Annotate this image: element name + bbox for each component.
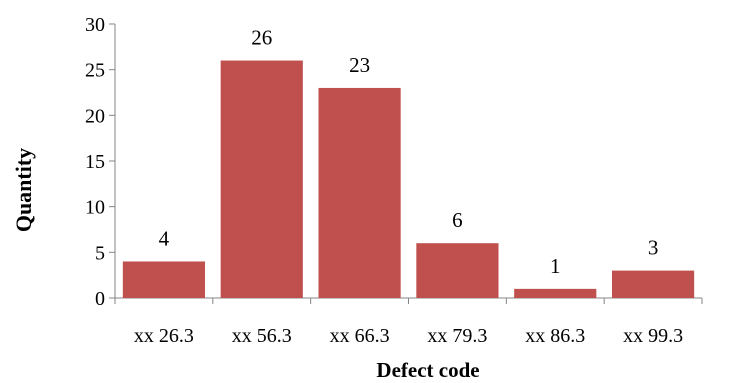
category-label: xx 66.3 [330,325,390,347]
bar [220,60,303,299]
x-axis-title: Defect code [376,358,479,382]
bar [122,261,206,298]
bar [514,288,597,298]
category-label: xx 56.3 [232,325,292,347]
data-label: 1 [550,254,561,278]
bars [122,60,695,299]
category-label: xx 86.3 [525,325,585,347]
category-label: xx 79.3 [427,325,487,347]
data-label: 6 [452,208,463,232]
y-tick-label: 25 [85,60,105,82]
y-tick-label: 5 [95,242,105,264]
y-tick-label: 30 [85,14,105,36]
category-labels: xx 26.3 xx 56.3 xx 66.3 xx 79.3 xx 86.3 xx 99… [134,325,683,347]
bar [318,87,401,298]
y-axis: 0 5 10 15 20 25 30 [85,14,116,310]
data-label: 3 [648,236,659,260]
bar [416,243,499,298]
category-label: xx 26.3 [134,325,194,347]
data-labels: 4 26 23 6 1 3 [159,26,659,278]
y-axis-title: Quantity [11,148,36,232]
y-tick-label: 20 [85,105,105,127]
y-tick-label: 15 [85,151,105,173]
x-axis [114,297,703,304]
data-label: 23 [349,53,370,77]
data-label: 4 [159,226,170,250]
y-tick-label: 10 [85,197,105,219]
bar [611,270,695,298]
data-label: 26 [251,26,272,50]
category-label: xx 99.3 [623,325,683,347]
y-tick-label: 0 [95,288,105,310]
